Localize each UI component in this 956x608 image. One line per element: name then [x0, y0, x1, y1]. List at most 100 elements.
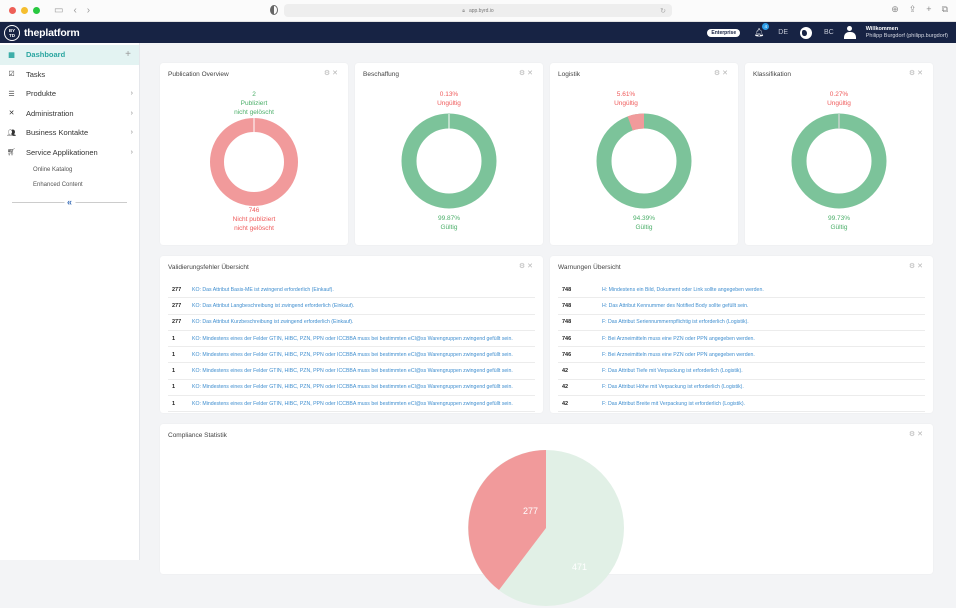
warning-link[interactable]: F: Bei Arzneimitteln muss eine PZN oder …: [602, 351, 755, 358]
beschaffung-donut-chart[interactable]: [401, 113, 497, 209]
close-icon[interactable]: ✕: [917, 431, 925, 438]
tabs-overview-icon[interactable]: ⧉: [941, 4, 948, 14]
error-link[interactable]: KO: Mindestens eines der Felder GTIN, HI…: [192, 384, 513, 391]
warning-link[interactable]: F: Das Attribut Höhe mit Verpackung ist …: [602, 384, 744, 391]
warning-link[interactable]: H: Das Attribut Kennummer des Notified B…: [602, 302, 749, 309]
minimize-window-button[interactable]: [21, 7, 28, 14]
close-window-button[interactable]: [9, 7, 16, 14]
sidebar-item-business-kontakte[interactable]: 👥︎ Business Kontakte ›: [0, 123, 139, 143]
invalid-label: 5.61% Ungültig: [614, 91, 638, 107]
privacy-shield-icon[interactable]: [270, 5, 278, 15]
close-icon[interactable]: ✕: [527, 263, 535, 270]
logistik-donut-chart[interactable]: [596, 113, 692, 209]
window-controls: [9, 7, 40, 14]
table-row[interactable]: 748 H: Mindestens ein Bild, Dokument oder…: [558, 282, 925, 299]
error-link[interactable]: KO: Mindestens eines der Felder GTIN, HI…: [192, 400, 513, 407]
add-widget-icon[interactable]: +: [125, 49, 131, 61]
sidebar-item-produkte[interactable]: ☰ Produkte ›: [0, 84, 139, 104]
user-icon[interactable]: [843, 26, 856, 39]
valid-label: 94.39% Gültig: [632, 215, 656, 231]
chevron-right-icon: ›: [130, 90, 133, 98]
widget-title: Publication Overview: [168, 71, 229, 78]
reload-icon[interactable]: ↻: [660, 7, 666, 15]
share-icon[interactable]: ⇪: [908, 4, 917, 14]
error-link[interactable]: KO: Mindestens eines der Felder GTIN, HI…: [192, 335, 513, 342]
table-row[interactable]: 42 F: Das Attribut Tiefe mit Verpackung i…: [558, 363, 925, 380]
logo-text[interactable]: theplatform: [24, 26, 80, 39]
gear-icon[interactable]: ⚙: [518, 263, 528, 270]
close-icon[interactable]: ✕: [917, 263, 925, 270]
gear-icon[interactable]: ⚙: [908, 70, 918, 77]
widget-title: Logistik: [558, 71, 581, 78]
new-tab-icon[interactable]: +: [926, 4, 932, 14]
logo-icon[interactable]: BY TD: [4, 24, 20, 41]
sidebar-item-tasks[interactable]: ☑ Tasks: [0, 65, 139, 85]
bell-icon: 🔔︎: [754, 28, 765, 37]
lock-icon: 🔒︎: [462, 7, 465, 14]
table-row[interactable]: 1 KO: Mindestens eines der Felder GTIN, H…: [168, 380, 535, 397]
back-icon[interactable]: ‹: [73, 5, 77, 16]
warnings-table: 748 H: Mindestens ein Bild, Dokument oder…: [558, 282, 925, 413]
warning-link[interactable]: F: Das Attribut Breite mit Verpackung is…: [602, 400, 745, 407]
close-icon[interactable]: ✕: [332, 70, 340, 77]
sidebar-item-label: Business Kontakte: [26, 128, 89, 138]
cart-icon: 🛒︎: [7, 149, 16, 157]
gear-icon[interactable]: ⚙: [908, 431, 918, 438]
address-bar[interactable]: 🔒︎ app.byrd.io ↻: [284, 4, 672, 17]
klassifikation-donut-chart[interactable]: [791, 113, 887, 209]
widget-title: Beschaffung: [363, 71, 400, 78]
table-row[interactable]: 277 KO: Das Attribut Langbeschreibung ist…: [168, 298, 535, 315]
table-row[interactable]: 1 KO: Mindestens eines der Felder GTIN, H…: [168, 396, 535, 413]
notifications-button[interactable]: 🔔︎ 4: [754, 23, 770, 37]
error-link[interactable]: KO: Das Attribut Langbeschreibung ist zw…: [192, 302, 355, 309]
user-menu[interactable]: Willkommen Philipp Burgdorf (philipp.bur…: [866, 26, 948, 40]
sidebar-item-dashboard[interactable]: ▦ Dashboard +: [0, 45, 139, 65]
table-row[interactable]: 748 H: Das Attribut Kennummer des Notifie…: [558, 298, 925, 315]
table-row[interactable]: 42 F: Das Attribut Höhe mit Verpackung is…: [558, 380, 925, 397]
error-link[interactable]: KO: Das Attribut Kurzbeschreibung ist zw…: [192, 319, 354, 326]
collapse-sidebar-button[interactable]: «: [63, 197, 76, 207]
close-icon[interactable]: ✕: [527, 70, 535, 77]
table-row[interactable]: 748 F: Das Attribut Seriennummernpflichti…: [558, 315, 925, 331]
table-row[interactable]: 746 F: Bei Arzneimitteln muss eine PZN od…: [558, 331, 925, 348]
table-row[interactable]: 277 KO: Das Attribut Basis-ME ist zwingen…: [168, 282, 535, 299]
plan-badge: Enterprise: [707, 28, 741, 37]
language-selector[interactable]: DE: [778, 29, 789, 36]
sidebar-toggle-icon[interactable]: ▭: [54, 5, 64, 16]
sidebar: ▦ Dashboard + ☑ Tasks ☰ Produkte › ✕ Adm…: [0, 43, 140, 560]
error-link[interactable]: KO: Mindestens eines der Felder GTIN, HI…: [192, 368, 513, 375]
close-icon[interactable]: ✕: [722, 70, 730, 77]
welcome-label: Willkommen: [865, 25, 899, 32]
table-row[interactable]: 42 F: Das Attribut Breite mit Verpackung …: [558, 396, 925, 413]
publication-donut-chart[interactable]: [209, 117, 299, 207]
warning-link[interactable]: F: Das Attribut Seriennummernpflichtig i…: [602, 319, 749, 326]
table-row[interactable]: 1 KO: Mindestens eines der Felder GTIN, H…: [168, 363, 535, 380]
chevron-right-icon: ›: [130, 148, 133, 156]
table-row[interactable]: 746 F: Bei Arzneimitteln muss eine PZN od…: [558, 347, 925, 364]
error-link[interactable]: KO: Das Attribut Basis-ME ist zwingend e…: [192, 286, 334, 293]
account-code[interactable]: BC: [824, 29, 834, 36]
widget-title: Validierungsfehler Übersicht: [168, 264, 249, 271]
error-link[interactable]: KO: Mindestens eines der Felder GTIN, HI…: [192, 351, 513, 358]
table-row[interactable]: 1 KO: Mindestens eines der Felder GTIN, H…: [168, 331, 535, 348]
warning-link[interactable]: F: Bei Arzneimitteln muss eine PZN oder …: [602, 335, 755, 342]
gear-icon[interactable]: ⚙: [518, 70, 528, 77]
sidebar-subitem-enhanced-content[interactable]: Enhanced Content: [33, 181, 83, 188]
compliance-pie-chart[interactable]: 277 471: [466, 448, 626, 608]
download-icon[interactable]: ⊕: [891, 4, 899, 14]
sidebar-item-service-applikationen[interactable]: 🛒︎ Service Applikationen ›: [0, 143, 139, 163]
table-row[interactable]: 1 KO: Mindestens eines der Felder GTIN, H…: [168, 347, 535, 364]
table-row[interactable]: 277 KO: Das Attribut Kurzbeschreibung ist…: [168, 315, 535, 331]
close-icon[interactable]: ✕: [917, 70, 925, 77]
sidebar-subitem-online-katalog[interactable]: Online Katalog: [33, 166, 73, 173]
gear-icon[interactable]: ⚙: [908, 263, 918, 270]
gear-icon[interactable]: ⚙: [713, 70, 723, 77]
warning-link[interactable]: H: Mindestens ein Bild, Dokument oder Li…: [602, 286, 764, 293]
globe-icon[interactable]: [800, 26, 813, 39]
warning-link[interactable]: F: Das Attribut Tiefe mit Verpackung ist…: [602, 368, 743, 375]
warnings-widget: Warnungen Übersicht ⚙✕ 748 H: Mindestens …: [550, 256, 933, 413]
maximize-window-button[interactable]: [33, 7, 40, 14]
forward-icon[interactable]: ›: [86, 5, 91, 16]
gear-icon[interactable]: ⚙: [323, 70, 333, 77]
sidebar-item-administration[interactable]: ✕ Administration ›: [0, 104, 139, 124]
